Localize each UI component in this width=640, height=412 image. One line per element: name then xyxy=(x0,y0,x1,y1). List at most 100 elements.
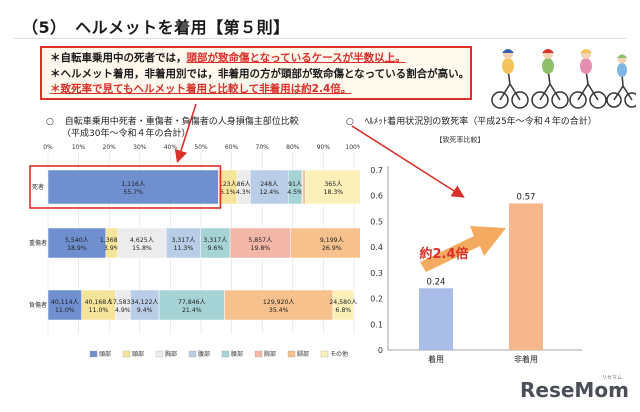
y-tick-label: 0.5 xyxy=(370,217,383,226)
bullet-icon: ○ xyxy=(346,117,354,127)
x-tick-label: 90% xyxy=(317,144,331,151)
bar-segment xyxy=(229,227,291,259)
bar xyxy=(419,288,453,350)
data-label: 91人 xyxy=(288,181,302,188)
legend-swatch xyxy=(320,350,329,358)
data-label: 19.8% xyxy=(251,245,271,252)
data-label: 11.0% xyxy=(89,307,109,314)
cyclist-figure xyxy=(569,49,607,109)
data-label: 9.4% xyxy=(137,307,153,314)
data-label: 40,114人 xyxy=(51,299,79,306)
y-tick-label: 0.2 xyxy=(370,295,383,304)
x-tick-label: 0% xyxy=(43,144,53,151)
ratio-annotation: 約2.4倍 xyxy=(419,246,468,262)
data-label: 365人 xyxy=(324,181,342,188)
y-tick-label: 0.7 xyxy=(370,166,383,175)
data-label: 1,116人 xyxy=(121,181,145,188)
x-tick-label: 10% xyxy=(72,144,86,151)
data-label: 123人 xyxy=(219,181,237,188)
legend-swatch xyxy=(254,350,263,358)
y-tick-label: 0 xyxy=(378,346,383,355)
legend-label: 腹部 xyxy=(198,350,210,358)
data-label: 5,857人 xyxy=(248,237,272,244)
bullet-icon: ○ xyxy=(46,117,54,127)
left-chart-title: 自転車乗用中死者・重傷者・負傷者の人身損傷主部位比較 xyxy=(64,117,299,127)
legend-swatch xyxy=(155,350,164,358)
data-label: 9.6% xyxy=(208,245,224,252)
data-label: 11.3% xyxy=(174,245,194,252)
legend-label: 腰部 xyxy=(231,350,243,358)
x-tick-label: 非着用 xyxy=(514,354,538,364)
x-tick-label: 20% xyxy=(103,144,117,151)
data-label: 6.1% xyxy=(220,189,236,196)
data-label: 55.7% xyxy=(123,189,143,196)
data-label: 17,583人 xyxy=(109,299,137,306)
legend-swatch xyxy=(188,350,197,358)
bar-segment xyxy=(165,227,201,259)
data-label: 4.3% xyxy=(236,189,252,196)
data-label: 3,317人 xyxy=(203,237,227,244)
legend-swatch xyxy=(287,350,296,358)
bar-segment xyxy=(302,169,306,205)
legend-swatch xyxy=(89,350,98,358)
title-divider xyxy=(14,38,626,39)
bar-segment xyxy=(158,289,225,321)
y-tick-label: 0.4 xyxy=(370,243,383,252)
data-label: 77,846人 xyxy=(178,299,206,306)
bar-segment xyxy=(290,227,360,259)
x-tick-label: 50% xyxy=(194,144,208,151)
bar-segment xyxy=(305,169,360,205)
legend-label: 頭部 xyxy=(99,350,111,358)
page-title: （5） ヘルメットを着用【第５則】 xyxy=(22,18,290,37)
y-tick-label: 0.6 xyxy=(370,192,383,201)
x-tick-label: 着用 xyxy=(428,354,444,364)
death-row-highlight xyxy=(29,165,222,209)
data-label: 3,317人 xyxy=(171,237,195,244)
data-label: 4.5% xyxy=(287,189,303,196)
legend-label: 脚部 xyxy=(297,350,309,358)
data-label: 26.9% xyxy=(322,245,342,252)
data-label: 24,580人 xyxy=(329,299,357,306)
right-chart-title-row: ○ ﾍﾙﾒｯﾄ着用状況別の致死率（平成25年～令和４年の合計） xyxy=(346,116,597,128)
chart-box-label: 【致死率比較】 xyxy=(436,135,485,144)
cyclist-figure xyxy=(491,49,529,109)
bar-segment xyxy=(224,289,334,321)
x-tick-label: 40% xyxy=(164,144,178,151)
data-label: 21.4% xyxy=(182,307,202,314)
callout-line-2: ＊ヘルメット着用，非着用別では，非着用の方が頭部が致命傷となっている割合が高い。 xyxy=(50,67,470,80)
bar xyxy=(509,203,543,350)
data-label: 86人 xyxy=(237,181,251,188)
resemom-logo-sub: リセマム xyxy=(602,375,623,381)
data-label: 11.0% xyxy=(55,307,75,314)
y-tick-label: 0.1 xyxy=(370,320,383,329)
data-label: 35.4% xyxy=(269,307,289,314)
bar-segment xyxy=(47,169,219,205)
data-label: 6.8% xyxy=(335,307,351,314)
legend-swatch xyxy=(122,350,131,358)
data-label: 5,540人 xyxy=(65,237,89,244)
category-label: 死者 xyxy=(32,184,44,191)
data-label: 9,199人 xyxy=(320,237,344,244)
data-label: 12.4% xyxy=(259,189,279,196)
cyclists-illustration xyxy=(491,49,636,109)
data-label: 248人 xyxy=(260,181,278,188)
data-label: 0.24 xyxy=(427,277,446,287)
y-tick-label: 0.3 xyxy=(370,269,383,278)
data-label: 40,168人 xyxy=(85,299,113,306)
data-label: 18.9% xyxy=(67,245,87,252)
bar-segment xyxy=(250,169,289,205)
legend-label: 頸部 xyxy=(132,350,144,358)
legend-label: 腕部 xyxy=(264,350,276,358)
left-chart-title-row: ○ 自転車乗用中死者・重傷者・負傷者の人身損傷主部位比較 xyxy=(46,116,299,128)
data-label: 34,122人 xyxy=(131,299,159,306)
category-label: 重傷者 xyxy=(29,239,47,247)
data-label: 18.3% xyxy=(324,189,344,196)
ratio-arrow-icon xyxy=(420,226,506,272)
bar-segment xyxy=(47,289,82,321)
data-label: 4,625人 xyxy=(130,237,154,244)
x-tick-label: 80% xyxy=(286,144,300,151)
data-label: 15.8% xyxy=(132,245,152,252)
injury-part-stacked-bar-chart: 0%10%20%30%40%50%60%70%80%90%100%死者重傷者負傷… xyxy=(29,144,360,358)
bar-segment xyxy=(47,227,107,259)
resemom-logo: ReseMom xyxy=(520,378,629,402)
